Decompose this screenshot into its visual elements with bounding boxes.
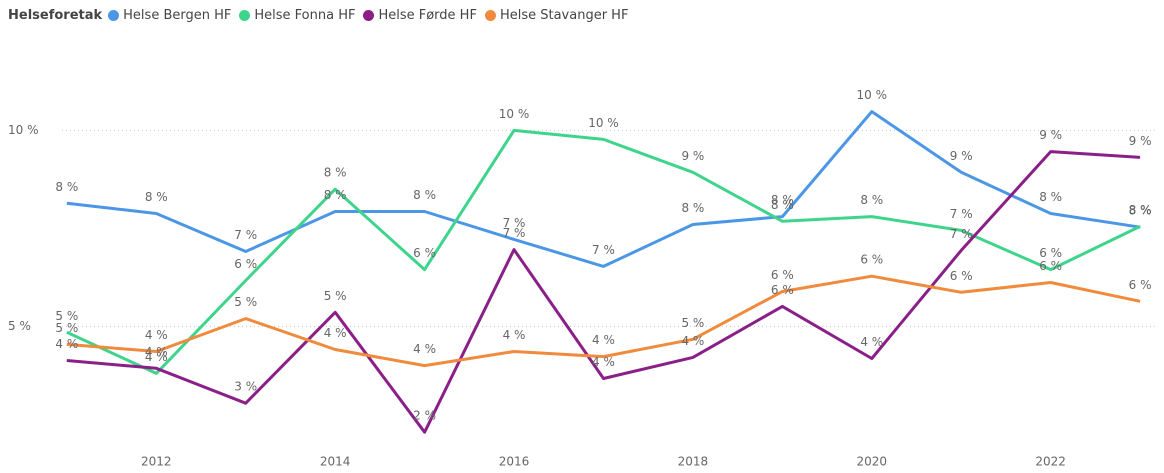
data-label: 4 % (592, 355, 615, 369)
x-tick-label: 2022 (1035, 455, 1066, 469)
data-label: 9 % (950, 149, 973, 163)
data-label: 6 % (950, 269, 973, 283)
data-label: 9 % (681, 149, 704, 163)
data-label: 8 % (1039, 190, 1062, 204)
series-line (66, 274, 1141, 368)
series-line (66, 110, 1141, 268)
data-label: 8 % (1129, 203, 1152, 217)
data-label: 6 % (1039, 259, 1062, 273)
data-label: 4 % (145, 328, 168, 342)
legend: Helseforetak Helse Bergen HF Helse Fonna … (8, 8, 636, 23)
legend-item[interactable]: Helse Bergen HF (108, 8, 231, 23)
legend-item[interactable]: Helse Stavanger HF (484, 8, 629, 23)
y-tick-label: 5 % (8, 319, 31, 333)
data-label: 7 % (503, 216, 526, 230)
x-tick-label: 2012 (141, 455, 172, 469)
x-tick-label: 2018 (678, 455, 709, 469)
data-label: 4 % (592, 333, 615, 347)
data-label: 6 % (1039, 246, 1062, 260)
data-label: 8 % (55, 180, 78, 194)
data-label: 5 % (681, 316, 704, 330)
series-line (66, 128, 1141, 375)
data-label: 4 % (145, 345, 168, 359)
legend-marker (484, 10, 496, 21)
data-label: 6 % (771, 268, 794, 282)
legend-marker (108, 10, 120, 21)
data-label: 8 % (145, 190, 168, 204)
legend-marker (363, 10, 375, 21)
data-label: 10 % (588, 116, 619, 130)
data-label: 10 % (499, 107, 530, 121)
data-label: 6 % (234, 257, 257, 271)
data-label: 5 % (234, 295, 257, 309)
data-label: 8 % (413, 188, 436, 202)
data-label: 2 % (413, 409, 436, 423)
legend-label: Helse Bergen HF (123, 8, 232, 23)
data-label: 7 % (503, 226, 526, 240)
x-tick-label: 2020 (857, 455, 888, 469)
data-label: 3 % (234, 380, 257, 394)
data-label: 8 % (324, 166, 347, 180)
legend-item[interactable]: Helse Fonna HF (239, 8, 355, 23)
data-label: 6 % (860, 253, 883, 267)
data-label: 5 % (324, 289, 347, 303)
data-label: 4 % (503, 328, 526, 342)
data-label: 5 % (55, 309, 78, 323)
data-label: 8 % (324, 188, 347, 202)
data-label: 7 % (950, 227, 973, 241)
data-label: 8 % (771, 198, 794, 212)
data-label: 4 % (324, 326, 347, 340)
legend-label: Helse Førde HF (378, 8, 477, 23)
data-label: 8 % (860, 193, 883, 207)
data-label: 4 % (860, 335, 883, 349)
data-label: 4 % (681, 334, 704, 348)
data-label: 6 % (413, 246, 436, 260)
data-label: 8 % (681, 201, 704, 215)
data-label: 8 % (771, 193, 794, 207)
data-label: 10 % (857, 88, 888, 102)
series-line (66, 150, 1141, 434)
data-label: 7 % (234, 228, 257, 242)
y-tick-label: 10 % (8, 123, 39, 137)
legend-title: Helseforetak (8, 8, 103, 23)
data-label: 4 % (145, 350, 168, 364)
data-label: 6 % (771, 283, 794, 297)
data-label: 9 % (1039, 128, 1062, 142)
data-label: 6 % (1129, 278, 1152, 292)
data-label: 9 % (1129, 134, 1152, 148)
x-tick-label: 2014 (320, 455, 351, 469)
data-label: 4 % (413, 342, 436, 356)
data-label: 5 % (55, 321, 78, 335)
legend-marker (239, 10, 251, 21)
data-label: 8 % (1129, 204, 1152, 218)
data-label: 7 % (950, 207, 973, 221)
legend-item[interactable]: Helse Førde HF (363, 8, 477, 23)
legend-label: Helse Fonna HF (254, 8, 356, 23)
x-tick-label: 2016 (499, 455, 530, 469)
data-label: 7 % (592, 243, 615, 257)
data-label: 4 % (55, 337, 78, 351)
legend-label: Helse Stavanger HF (499, 8, 629, 23)
